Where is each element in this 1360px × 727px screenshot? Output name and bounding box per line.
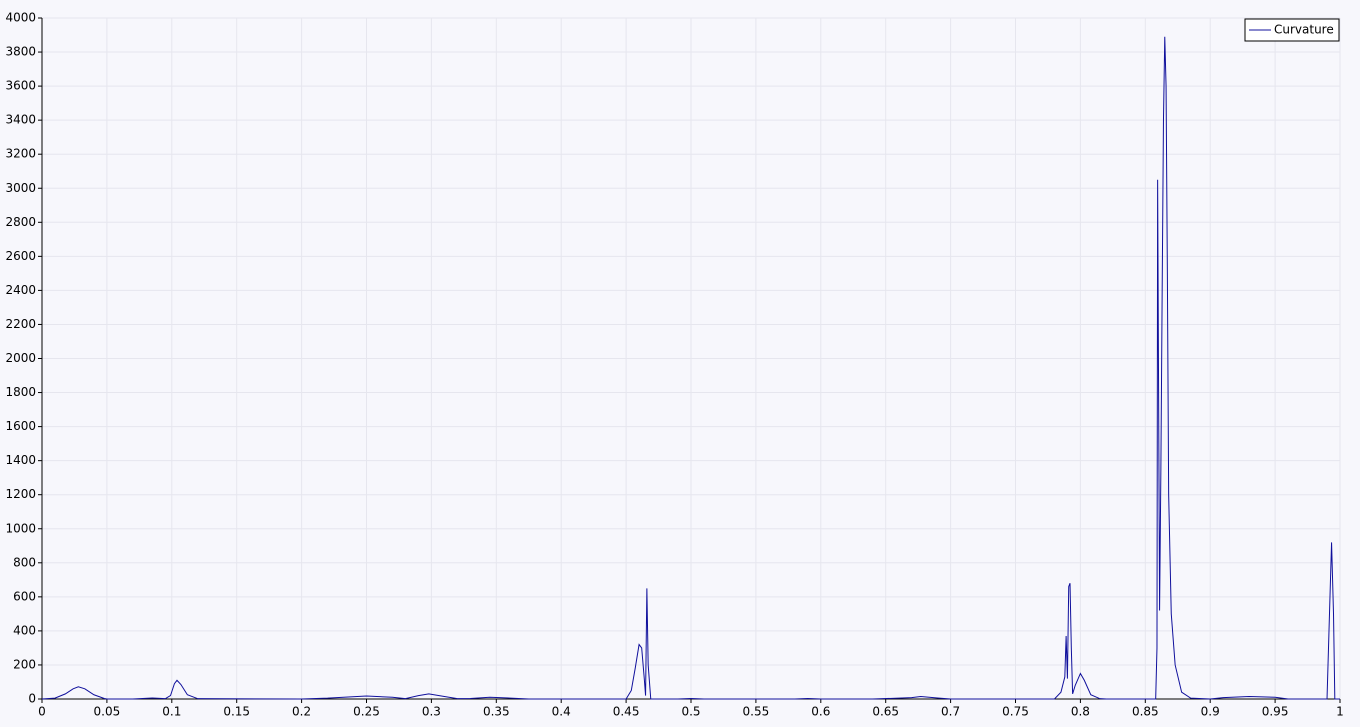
x-tick-label: 0.5 — [681, 705, 700, 719]
y-tick-label: 2000 — [5, 351, 36, 365]
y-tick-label: 0 — [28, 692, 36, 706]
y-tick-label: 2800 — [5, 215, 36, 229]
legend-label: Curvature — [1274, 23, 1334, 37]
y-tick-label: 1200 — [5, 487, 36, 501]
x-tick-label: 0.45 — [613, 705, 640, 719]
y-tick-label: 3200 — [5, 147, 36, 161]
x-tick-label: 0.75 — [1002, 705, 1029, 719]
x-tick-label: 0.9 — [1201, 705, 1220, 719]
y-tick-label: 3800 — [5, 45, 36, 59]
x-tick-label: 0.15 — [223, 705, 250, 719]
x-tick-label: 0.2 — [292, 705, 311, 719]
x-tick-label: 0.95 — [1262, 705, 1289, 719]
y-tick-label: 2600 — [5, 249, 36, 263]
y-tick-label: 2200 — [5, 317, 36, 331]
legend-box — [1244, 18, 1340, 42]
x-tick-label: 0.05 — [94, 705, 121, 719]
y-tick-label: 4000 — [5, 11, 36, 25]
y-tick-label: 400 — [13, 623, 36, 637]
x-tick-label: 0.4 — [552, 705, 571, 719]
x-tick-label: 0 — [38, 705, 46, 719]
legend: Curvature — [1244, 18, 1340, 42]
y-tick-label: 1800 — [5, 385, 36, 399]
y-tick-label: 1600 — [5, 419, 36, 433]
x-tick-label: 0.55 — [743, 705, 770, 719]
x-tick-label: 0.65 — [872, 705, 899, 719]
x-tick-label: 0.6 — [811, 705, 830, 719]
x-tick-label: 0.8 — [1071, 705, 1090, 719]
x-tick-label: 0.3 — [422, 705, 441, 719]
y-tick-label: 800 — [13, 555, 36, 569]
x-tick-label: 0.35 — [483, 705, 510, 719]
y-tick-label: 1400 — [5, 453, 36, 467]
y-tick-label: 3000 — [5, 181, 36, 195]
data-line — [41, 36, 1340, 700]
x-tick-label: 0.1 — [162, 705, 181, 719]
y-tick-label: 3600 — [5, 79, 36, 93]
y-tick-label: 1000 — [5, 521, 36, 535]
y-tick-label: 3400 — [5, 113, 36, 127]
x-tick-label: 1 — [1336, 705, 1344, 719]
x-tick-label: 0.25 — [353, 705, 380, 719]
x-tick-label: 0.85 — [1132, 705, 1159, 719]
y-tick-label: 200 — [13, 657, 36, 671]
y-tick-label: 600 — [13, 589, 36, 603]
y-tick-label: 2400 — [5, 283, 36, 297]
x-tick-label: 0.7 — [941, 705, 960, 719]
